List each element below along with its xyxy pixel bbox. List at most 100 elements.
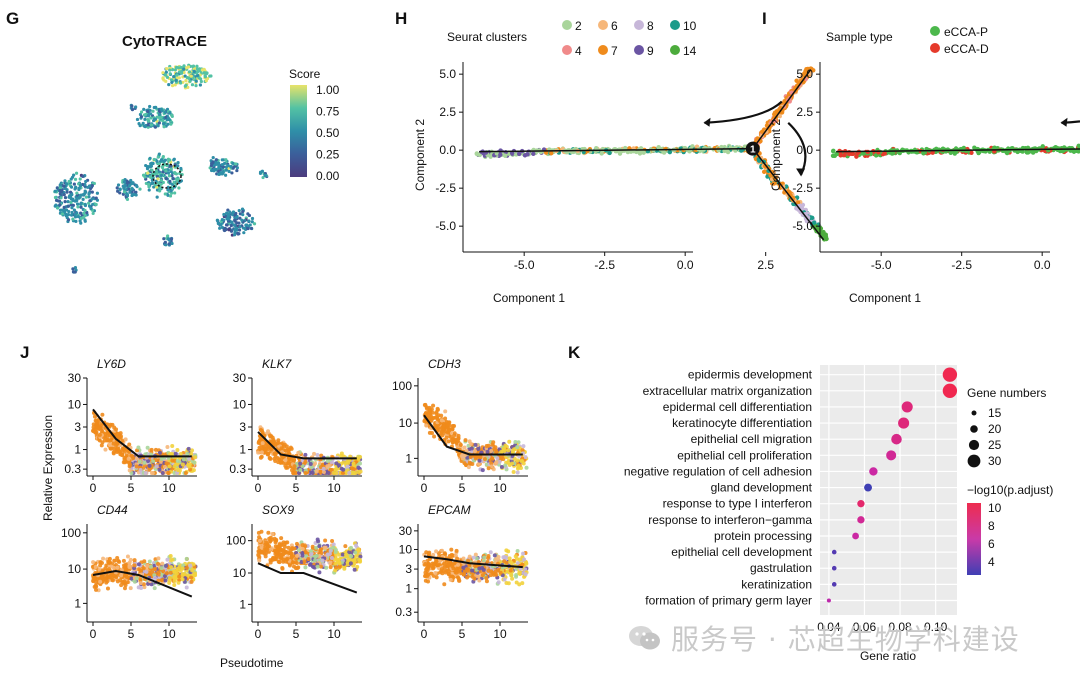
j-ytick-label: 0.3: [64, 462, 81, 476]
j-cell: [477, 458, 482, 463]
umap-cell: [83, 202, 87, 206]
umap-cell: [230, 171, 234, 175]
j-cell: [134, 464, 139, 469]
h-xtick-label: -5.0: [514, 258, 535, 272]
j-cell: [165, 444, 170, 449]
cluster-legend-label: 7: [611, 44, 618, 58]
umap-cell: [142, 107, 146, 111]
umap-cell: [174, 65, 179, 69]
umap-cell: [227, 228, 231, 232]
umap-cell: [146, 109, 150, 114]
j-cell: [107, 442, 112, 447]
cluster-legend-label: 2: [575, 19, 582, 33]
umap-cell: [224, 168, 228, 172]
j-cell: [115, 556, 120, 561]
j-cell: [267, 456, 272, 461]
j-cell: [430, 416, 435, 421]
j-cell: [494, 460, 499, 465]
umap-cell: [162, 237, 166, 241]
umap-cell: [134, 193, 138, 197]
umap-cell: [71, 198, 75, 203]
umap-cell: [220, 226, 225, 230]
j-cell: [189, 579, 194, 584]
umap-cell: [82, 211, 86, 215]
umap-cell: [161, 119, 165, 123]
umap-cell: [148, 104, 152, 109]
j-cell: [503, 443, 508, 448]
j-cell: [291, 471, 296, 476]
j-xtick-label: 5: [128, 481, 135, 495]
umap-cell: [90, 197, 94, 201]
umap-cell: [218, 226, 222, 230]
h-xtick-label: 2.5: [757, 258, 774, 272]
j-cell: [142, 559, 147, 564]
j-cell: [136, 562, 141, 567]
j-cell: [259, 445, 264, 450]
umap-cell: [79, 202, 83, 206]
j-cell: [292, 464, 297, 469]
umap-cell: [77, 186, 81, 190]
umap-cell: [130, 104, 134, 108]
umap-cell: [158, 189, 162, 193]
h-cell: [637, 151, 643, 156]
umap-cell: [217, 164, 221, 168]
umap-cell: [205, 71, 209, 75]
umap-cell: [87, 192, 91, 196]
umap-cell: [125, 197, 130, 201]
j-cell: [282, 442, 287, 447]
j-cell: [103, 447, 108, 452]
umap-cell: [166, 122, 170, 126]
cluster-legend-dot: [670, 20, 680, 30]
h-xtick-label: 0.0: [677, 258, 694, 272]
i-ytick-label: 2.5: [796, 105, 813, 119]
j-cell: [122, 586, 127, 591]
umap-cell: [127, 184, 132, 188]
umap-cell: [69, 185, 74, 189]
umap-cell: [55, 186, 59, 190]
umap-cell: [144, 163, 148, 168]
j-cell: [111, 450, 116, 455]
j-cell: [431, 403, 436, 408]
umap-cell: [212, 167, 216, 172]
j-cell: [145, 563, 150, 568]
umap-cell: [231, 161, 235, 165]
umap-cell: [241, 209, 245, 214]
umap-cell: [70, 210, 74, 215]
umap-cell: [118, 187, 122, 192]
umap-cell: [131, 181, 135, 185]
j-cell: [303, 471, 308, 476]
h-cell: [772, 112, 777, 117]
umap-cell: [174, 78, 178, 82]
j-cell: [138, 568, 143, 573]
cluster-legend-label: 9: [647, 44, 654, 58]
umap-cell: [163, 110, 167, 114]
j-cell: [515, 445, 520, 450]
umap-cell: [160, 165, 164, 169]
i-xtick-label: -2.5: [951, 258, 972, 272]
j-cell: [260, 441, 265, 446]
j-cell: [310, 470, 315, 475]
umap-cell: [70, 175, 75, 179]
j-cell: [298, 468, 303, 473]
j-points: [422, 402, 529, 475]
umap-cell: [143, 117, 147, 122]
umap-cell: [171, 177, 175, 181]
j-cell: [111, 565, 116, 570]
j-cell: [456, 433, 461, 438]
j-cell: [186, 446, 191, 451]
j-cell: [173, 451, 178, 456]
umap-cell: [176, 160, 180, 165]
umap-cell: [249, 226, 254, 230]
j-cell: [450, 426, 455, 431]
umap-cell: [163, 240, 167, 244]
umap-cell: [237, 221, 241, 225]
j-cell: [125, 554, 130, 559]
highlight-circle: [152, 163, 182, 189]
umap-cell: [62, 205, 66, 209]
j-cell: [263, 447, 268, 452]
j-cell: [107, 438, 112, 443]
j-cell: [126, 456, 131, 461]
j-cell: [159, 578, 164, 583]
umap-cell: [87, 195, 91, 199]
umap-cell: [81, 174, 85, 178]
